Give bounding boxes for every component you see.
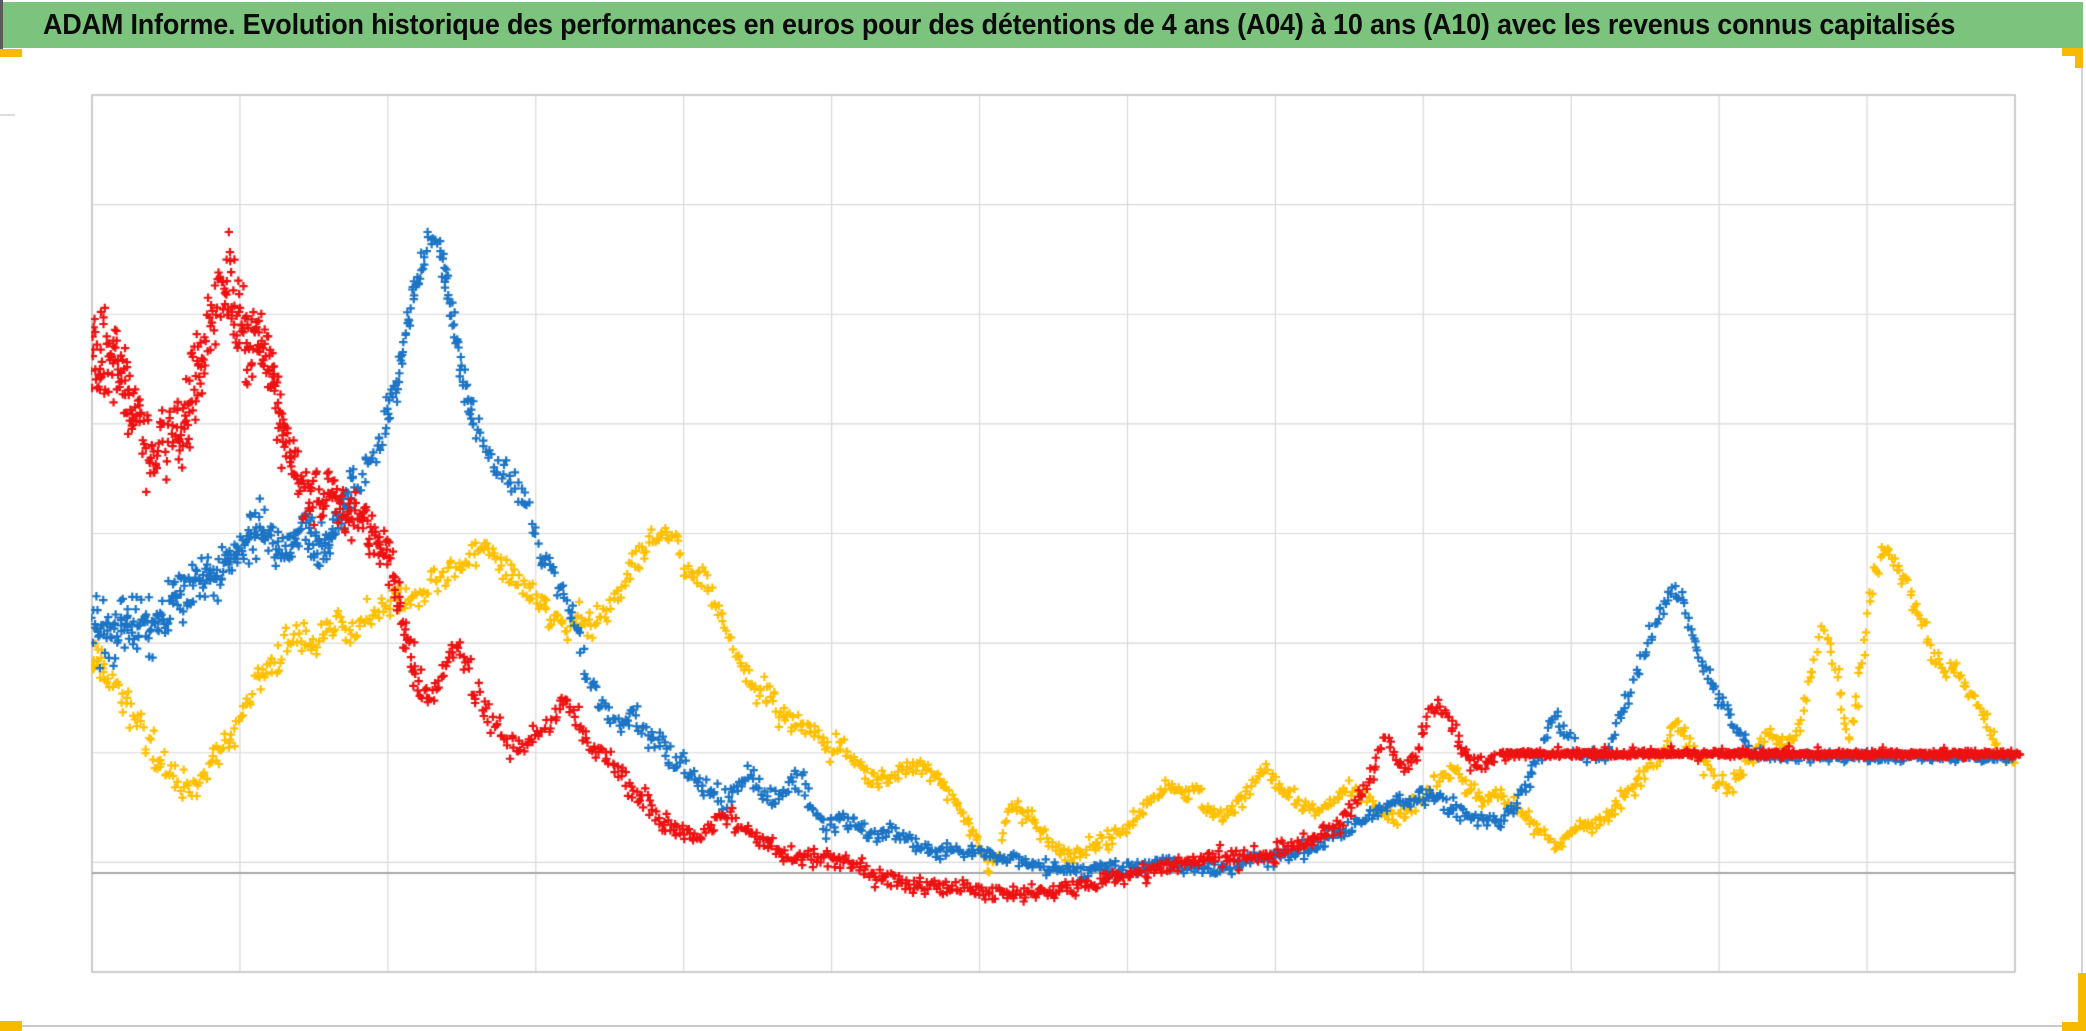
corner-mark-bottom-left bbox=[0, 1021, 22, 1031]
corner-mark-top-right-h bbox=[2062, 48, 2083, 56]
corner-mark-top-left bbox=[0, 49, 22, 57]
row-gridline-dash bbox=[0, 114, 15, 116]
corner-mark-top-right-v bbox=[2075, 48, 2083, 68]
corner-mark-bottom-right-v bbox=[2078, 973, 2086, 1031]
corner-mark-bottom-right-h bbox=[2062, 1022, 2086, 1031]
window-edge-line bbox=[0, 0, 3, 49]
title-banner: ADAM Informe. Evolution historique des p… bbox=[3, 2, 2083, 48]
sheet-bottom-rule bbox=[22, 1025, 2062, 1027]
title-text: ADAM Informe. Evolution historique des p… bbox=[42, 8, 1956, 41]
chart-right-border bbox=[2081, 56, 2083, 1000]
